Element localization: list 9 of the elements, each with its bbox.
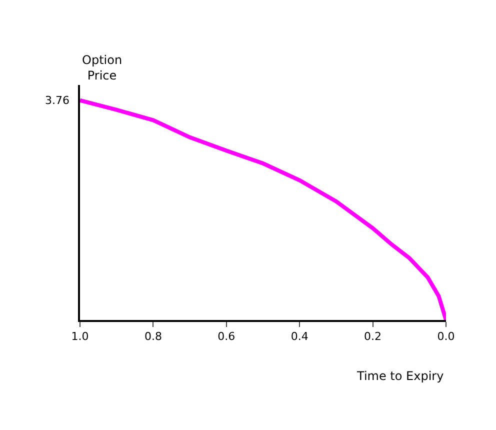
x-tick-label: 0.0 (437, 330, 455, 344)
x-tick-label: 1.0 (71, 330, 89, 344)
annotation: 3.76 (45, 94, 70, 107)
x-tick-label: 0.4 (290, 330, 308, 344)
x-tick-label: 0.6 (218, 330, 236, 344)
x-tick-label: 0.2 (364, 330, 382, 344)
x-tick-label: 0.8 (144, 330, 162, 344)
y-axis-title: Option Price (82, 53, 122, 83)
x-axis-title: Time to Expiry (356, 369, 444, 383)
